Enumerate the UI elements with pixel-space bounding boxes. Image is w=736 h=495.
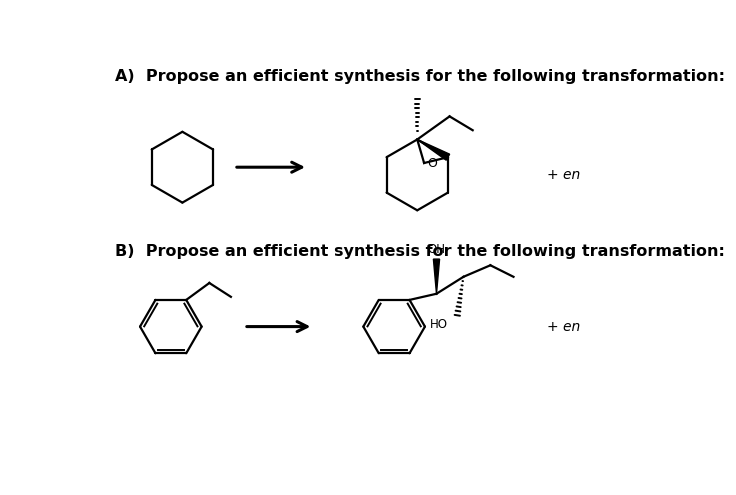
Text: OH: OH xyxy=(428,243,445,256)
Polygon shape xyxy=(434,259,439,294)
Text: A)  Propose an efficient synthesis for the following transformation:: A) Propose an efficient synthesis for th… xyxy=(116,69,726,85)
Polygon shape xyxy=(417,140,450,160)
Text: HO: HO xyxy=(430,318,448,331)
Text: B)  Propose an efficient synthesis for the following transformation:: B) Propose an efficient synthesis for th… xyxy=(116,244,725,259)
Text: + en: + en xyxy=(547,168,580,182)
Text: O: O xyxy=(427,157,437,170)
Text: + en: + en xyxy=(547,320,580,334)
